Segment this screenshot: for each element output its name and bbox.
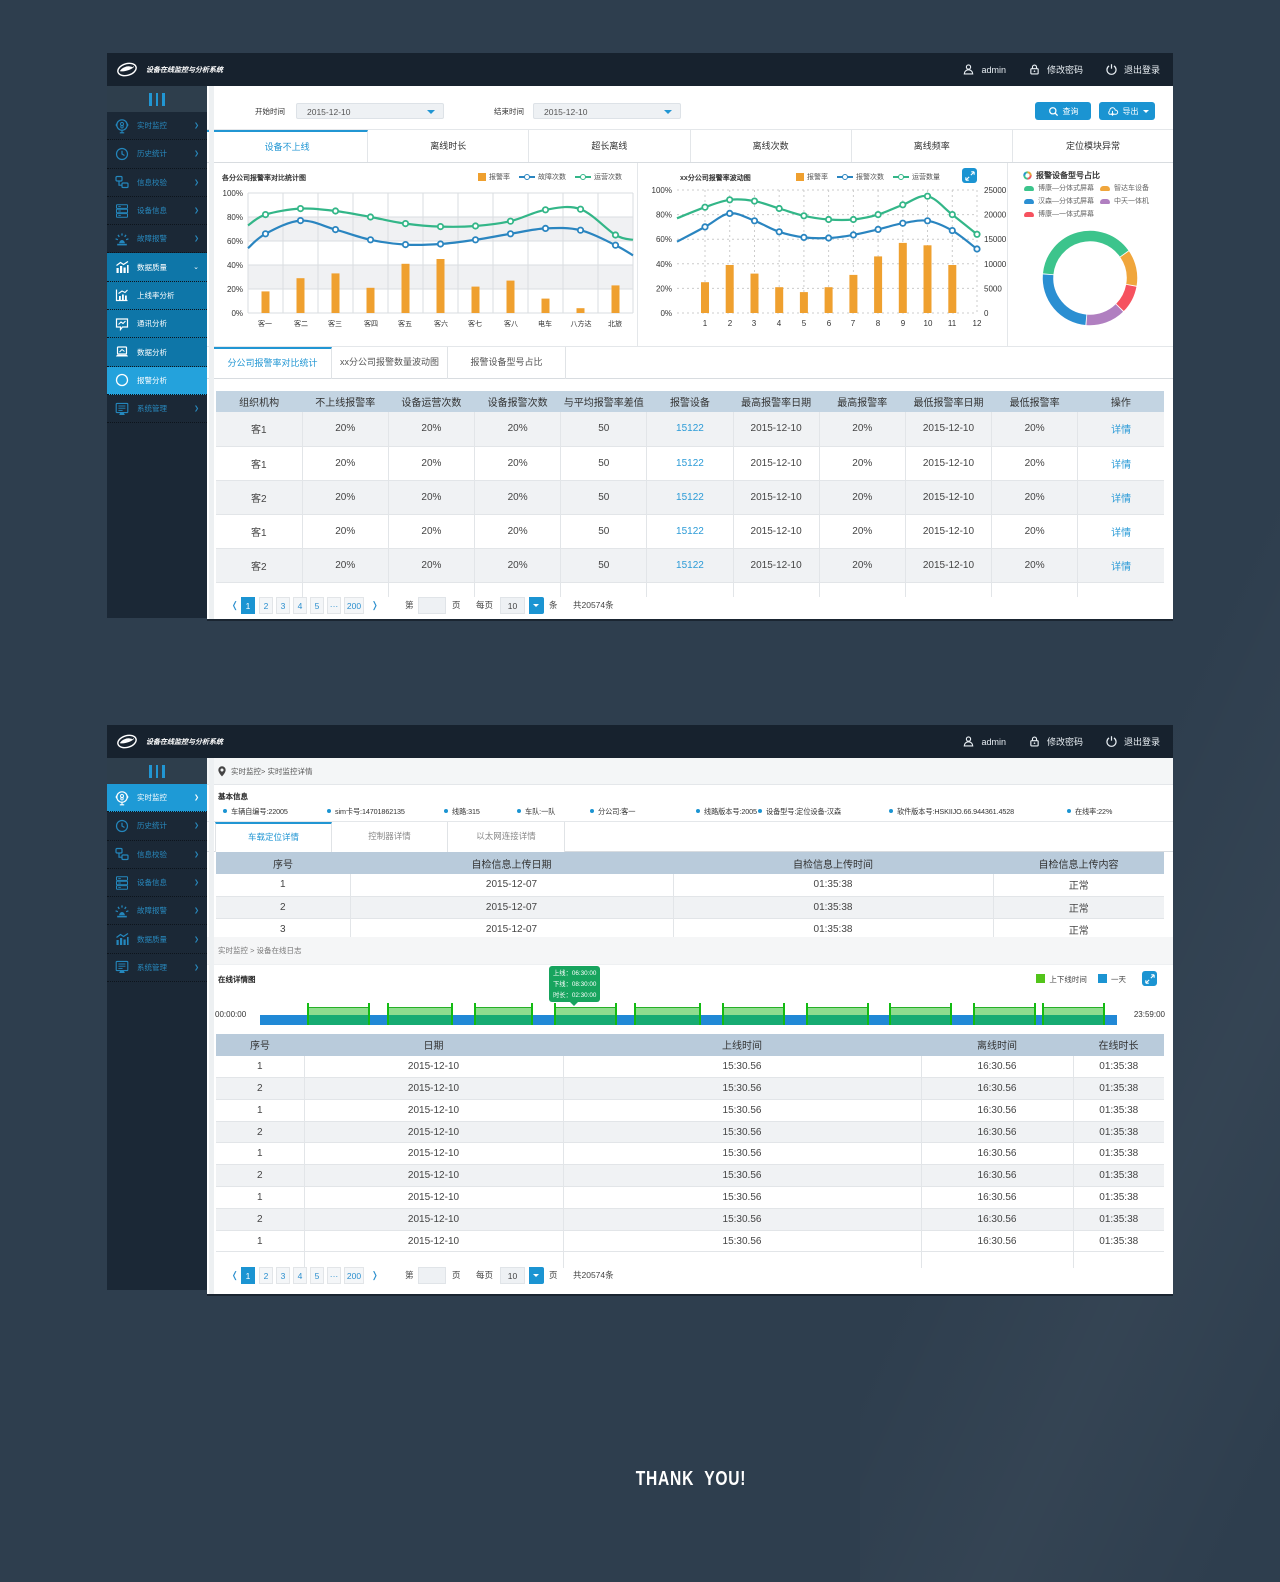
svg-text:20000: 20000 — [984, 211, 1007, 220]
svg-text:5000: 5000 — [984, 284, 1002, 293]
svg-text:100%: 100% — [652, 186, 672, 195]
svg-text:八方达: 八方达 — [571, 319, 592, 328]
svg-text:10: 10 — [924, 319, 933, 328]
svg-text:5: 5 — [802, 319, 807, 328]
svg-text:客四: 客四 — [364, 319, 378, 328]
svg-text:9: 9 — [901, 319, 906, 328]
svg-text:2: 2 — [728, 319, 733, 328]
svg-text:8: 8 — [876, 319, 881, 328]
svg-text:客六: 客六 — [434, 319, 448, 328]
svg-text:80%: 80% — [656, 211, 672, 220]
svg-text:北旅: 北旅 — [608, 319, 622, 328]
svg-text:7: 7 — [851, 319, 856, 328]
svg-text:3: 3 — [752, 319, 757, 328]
svg-text:11: 11 — [948, 319, 957, 328]
svg-text:6: 6 — [827, 319, 832, 328]
svg-text:客一: 客一 — [258, 319, 272, 328]
svg-text:100%: 100% — [223, 189, 243, 198]
svg-text:0: 0 — [984, 309, 989, 318]
svg-text:0%: 0% — [660, 309, 672, 318]
svg-text:25000: 25000 — [984, 186, 1007, 195]
svg-text:客二: 客二 — [294, 319, 308, 328]
svg-text:40%: 40% — [227, 261, 243, 270]
svg-text:15000: 15000 — [984, 235, 1007, 244]
svg-text:4: 4 — [777, 319, 782, 328]
svg-text:0%: 0% — [231, 309, 243, 318]
svg-text:20%: 20% — [656, 284, 672, 293]
svg-text:10000: 10000 — [984, 260, 1007, 269]
svg-text:1: 1 — [703, 319, 708, 328]
svg-text:电车: 电车 — [538, 319, 552, 328]
svg-text:20%: 20% — [227, 285, 243, 294]
svg-text:客八: 客八 — [504, 319, 518, 328]
svg-text:40%: 40% — [656, 260, 672, 269]
svg-text:客三: 客三 — [328, 319, 342, 328]
svg-text:60%: 60% — [227, 237, 243, 246]
svg-text:客五: 客五 — [398, 319, 412, 328]
svg-text:客七: 客七 — [468, 319, 482, 328]
svg-text:12: 12 — [973, 319, 982, 328]
svg-text:80%: 80% — [227, 213, 243, 222]
svg-text:60%: 60% — [656, 235, 672, 244]
